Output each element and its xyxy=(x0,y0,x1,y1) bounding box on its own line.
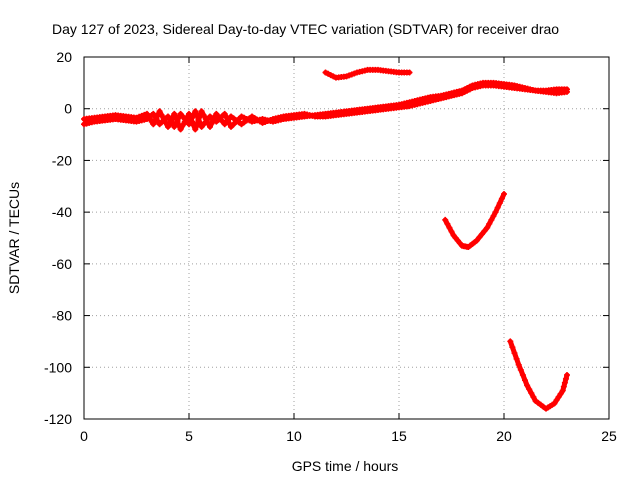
data-point xyxy=(494,204,501,211)
data-point xyxy=(473,237,480,244)
data-point xyxy=(160,116,167,123)
data-point xyxy=(444,220,451,227)
x-tick-label: 5 xyxy=(185,428,193,444)
data-point xyxy=(484,224,491,231)
data-point xyxy=(166,120,173,127)
data-point xyxy=(208,120,215,127)
data-point xyxy=(207,123,213,130)
y-tick-label: -40 xyxy=(52,204,72,220)
data-point xyxy=(150,121,157,128)
series-low-arc xyxy=(507,338,570,412)
data-point xyxy=(446,224,453,231)
x-tick-label: 15 xyxy=(391,428,407,444)
data-point xyxy=(555,394,562,401)
data-point xyxy=(221,110,228,117)
data-point xyxy=(153,114,160,121)
x-axis-label: GPS time / hours xyxy=(292,458,399,474)
x-tick-label: 0 xyxy=(80,428,88,444)
y-tick-label: -20 xyxy=(52,152,72,168)
data-point xyxy=(557,390,564,397)
data-point xyxy=(526,386,533,393)
data-point xyxy=(511,350,518,357)
series-line xyxy=(442,191,507,250)
y-tick-label: -120 xyxy=(44,411,72,427)
data-point xyxy=(519,372,526,379)
data-point xyxy=(168,117,175,124)
data-point xyxy=(498,195,505,202)
data-point xyxy=(501,191,507,198)
series-main-band-b xyxy=(81,82,570,133)
data-point xyxy=(522,377,528,384)
data-point xyxy=(158,112,165,119)
plot-layer xyxy=(81,66,570,412)
data-point xyxy=(179,122,186,129)
data-point xyxy=(515,361,522,368)
data-point xyxy=(193,121,200,128)
data-point xyxy=(171,110,178,117)
data-point xyxy=(187,114,194,121)
data-point xyxy=(186,110,192,117)
data-point xyxy=(189,118,196,125)
data-point xyxy=(564,372,570,379)
data-point xyxy=(528,390,535,397)
data-point xyxy=(564,86,570,93)
data-point xyxy=(530,394,537,401)
data-point xyxy=(524,382,531,389)
y-tick-label: 20 xyxy=(56,49,72,65)
data-point xyxy=(481,227,488,234)
data-point xyxy=(181,118,188,125)
data-point xyxy=(476,234,483,241)
y-axis-label: SDTVAR / TECUs xyxy=(6,182,22,294)
y-tick-label: -60 xyxy=(52,256,72,272)
text-layer: Day 127 of 2023, Sidereal Day-to-day VTE… xyxy=(6,21,559,474)
x-tick-label: 25 xyxy=(601,428,617,444)
x-tick-label: 20 xyxy=(496,428,512,444)
data-point xyxy=(507,338,514,345)
data-point xyxy=(561,379,568,386)
y-tick-label: -100 xyxy=(44,359,72,375)
data-point xyxy=(198,108,205,115)
data-point xyxy=(509,344,516,351)
series-upper-arc xyxy=(322,66,413,81)
data-point xyxy=(513,355,520,362)
data-point xyxy=(553,397,560,404)
data-point xyxy=(156,108,163,115)
data-point xyxy=(488,216,495,223)
data-point xyxy=(210,117,217,124)
series-line xyxy=(81,82,570,132)
data-point xyxy=(165,123,171,130)
data-point xyxy=(442,216,449,223)
data-point xyxy=(195,117,202,124)
data-point xyxy=(200,112,207,119)
data-point xyxy=(174,118,181,125)
data-point xyxy=(172,114,179,121)
data-point xyxy=(496,200,503,207)
data-point xyxy=(406,69,413,76)
data-point xyxy=(478,231,485,238)
data-point xyxy=(517,366,524,373)
data-point xyxy=(490,213,497,220)
data-point xyxy=(177,126,184,133)
data-point xyxy=(192,108,199,115)
data-point xyxy=(448,228,455,235)
data-point xyxy=(560,383,567,390)
x-tick-label: 10 xyxy=(286,428,302,444)
plot-frame xyxy=(83,56,610,420)
y-tick-label: -80 xyxy=(52,308,72,324)
axis-layer: 0 5 10 15 20 25 20 0 -20 -40 -60 -80 -100 -120 xyxy=(44,49,617,444)
y-tick-label: 0 xyxy=(64,101,72,117)
series-mid-arc xyxy=(442,191,507,251)
data-point xyxy=(192,126,199,133)
data-point xyxy=(486,220,493,227)
data-point xyxy=(151,117,158,124)
data-point xyxy=(171,123,178,130)
data-point xyxy=(202,116,209,123)
data-point xyxy=(562,375,569,382)
data-point xyxy=(551,400,558,407)
data-point xyxy=(492,209,499,216)
chart-title: Day 127 of 2023, Sidereal Day-to-day VTE… xyxy=(52,21,559,37)
data-point xyxy=(559,387,566,394)
